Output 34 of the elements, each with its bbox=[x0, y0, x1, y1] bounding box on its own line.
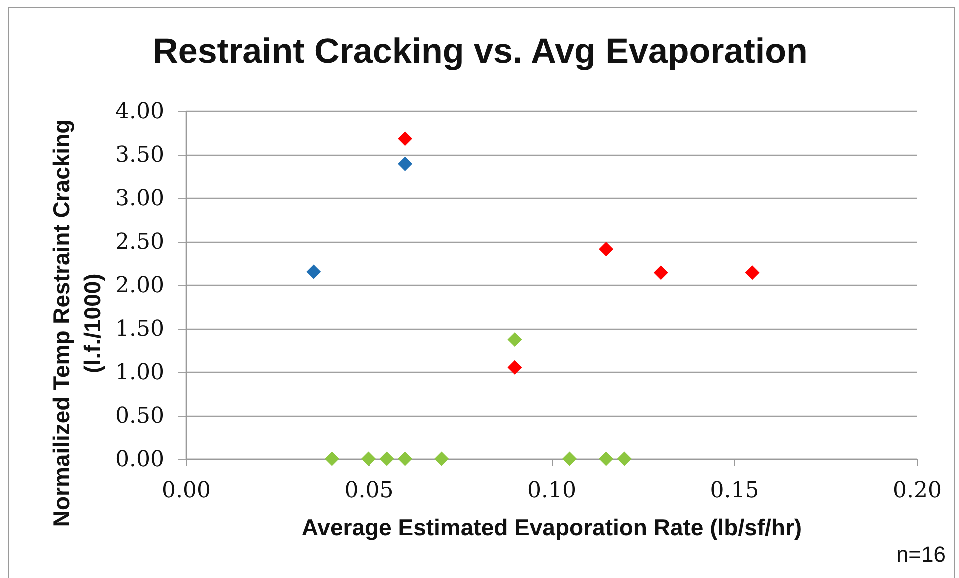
y-tick-label: 2.00 bbox=[116, 274, 164, 298]
text: n=16 bbox=[896, 542, 946, 567]
x-tick-label: 0.20 bbox=[893, 478, 942, 504]
point bbox=[562, 452, 578, 466]
point bbox=[617, 452, 632, 466]
point bbox=[599, 452, 614, 466]
point bbox=[398, 132, 413, 146]
x-tick-label: 0.10 bbox=[528, 478, 576, 504]
point bbox=[508, 332, 522, 348]
point bbox=[508, 360, 522, 375]
x-tick-label: 0.15 bbox=[710, 478, 760, 504]
point bbox=[362, 452, 376, 466]
point bbox=[324, 452, 340, 466]
y-tick-label: 4.00 bbox=[116, 100, 164, 124]
y-tick-label: 1.50 bbox=[116, 317, 164, 342]
x-axis-title: Average Estimated Evaporation Rate (lb/sf/hr) bbox=[302, 514, 802, 540]
y-axis-title: Normailized Temp Restraint Cracking (l.f./1000) bbox=[48, 120, 106, 528]
point bbox=[398, 156, 413, 172]
point bbox=[434, 452, 450, 466]
x-tick-label: 0.05 bbox=[344, 478, 394, 504]
x-tick-label: 0.00 bbox=[162, 478, 211, 504]
point bbox=[380, 452, 394, 466]
y-tick-label: 2.50 bbox=[116, 230, 164, 255]
y-tick-label: 1.00 bbox=[116, 360, 164, 386]
point bbox=[654, 266, 668, 280]
y-tick-label: 0.00 bbox=[116, 448, 164, 472]
y-tick-label: 3.00 bbox=[116, 186, 164, 212]
point bbox=[745, 266, 760, 280]
chart-title: Restraint Cracking vs. Avg Evaporation bbox=[153, 32, 808, 71]
point bbox=[599, 242, 614, 257]
y-tick-label: 3.50 bbox=[116, 143, 164, 168]
point bbox=[398, 452, 413, 466]
y-tick-label: 0.50 bbox=[116, 404, 164, 429]
point bbox=[306, 264, 322, 280]
